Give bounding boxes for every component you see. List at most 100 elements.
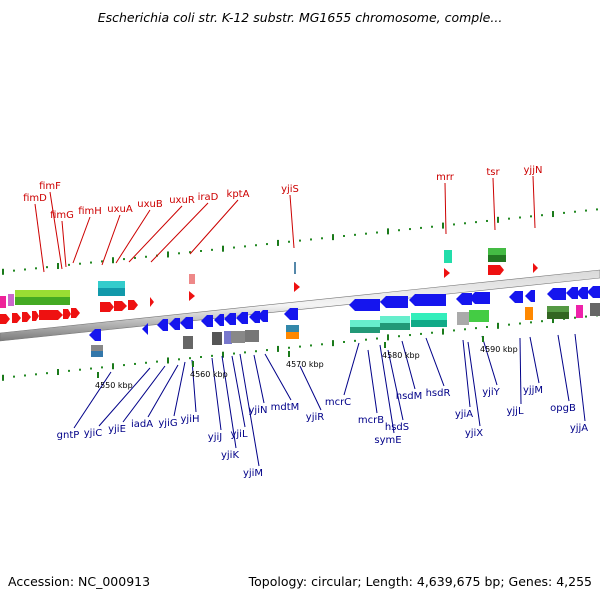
gene-label-yjiM[interactable]: yjiM	[243, 468, 263, 479]
gene-label-yjiS[interactable]: yjiS	[281, 184, 299, 195]
scale-tick	[266, 349, 268, 352]
gene-label-yjiC[interactable]: yjiC	[84, 428, 102, 439]
gene-label-yjjL[interactable]: yjjL	[506, 406, 523, 417]
scale-tick	[486, 219, 488, 222]
gene-arrow-reverse	[89, 329, 101, 341]
scale-tick	[299, 345, 301, 348]
gene-arrow-forward	[32, 311, 39, 321]
gene-label-yjiL[interactable]: yjiL	[230, 429, 247, 440]
gene-label-iadA[interactable]: iadA	[131, 419, 153, 430]
gene-label-yjiR[interactable]: yjiR	[306, 412, 324, 423]
scale-tick	[376, 337, 378, 340]
scale-tick	[464, 222, 466, 225]
scale-tick	[541, 320, 543, 323]
gene-label-mcrB[interactable]: mcrB	[358, 415, 384, 426]
gene-label-gntP[interactable]: gntP	[57, 430, 80, 441]
gene-label-iraD[interactable]: iraD	[198, 192, 219, 203]
gene-label-yjjA[interactable]: yjjA	[570, 423, 588, 434]
gene-arrow-reverse	[349, 299, 380, 311]
gene-label-yjiX[interactable]: yjiX	[465, 428, 483, 439]
scale-tick	[288, 240, 290, 243]
gene-arrow-forward	[63, 309, 71, 319]
reverse-strand-features[interactable]	[89, 286, 600, 341]
gene-label-uxuB[interactable]: uxuB	[137, 199, 163, 210]
gene-label-kptA[interactable]: kptA	[227, 189, 250, 200]
scale-tick	[123, 258, 125, 261]
scale-tick	[233, 246, 235, 249]
gene-label-yjjM[interactable]: yjjM	[523, 385, 543, 396]
gene-arrow-forward	[488, 265, 504, 275]
scale-tick	[519, 322, 521, 325]
scale-tick	[343, 234, 345, 237]
gene-label-yjiK[interactable]: yjiK	[221, 450, 239, 461]
gene-arrow-forward	[71, 308, 80, 318]
gene-label-hsdM[interactable]: hsdM	[396, 391, 423, 402]
gene-label-mdtM[interactable]: mdtM	[271, 402, 300, 413]
gene-label-yjiA[interactable]: yjiA	[455, 409, 473, 420]
gene-label-yjjN[interactable]: yjjN	[524, 165, 543, 176]
gene-label-yjiY[interactable]: yjiY	[482, 387, 500, 398]
scale-tick	[596, 208, 598, 211]
reverse-color-blocks	[91, 303, 600, 357]
gene-label-fimF[interactable]: fimF	[39, 181, 61, 192]
scale-tick	[442, 328, 444, 335]
gene-label-hsdR[interactable]: hsdR	[426, 388, 451, 399]
scale-tick	[145, 361, 147, 364]
gene-arrow-forward	[100, 302, 114, 312]
gene-label-fimD[interactable]: fimD	[23, 193, 47, 204]
scale-label: 4560 kbp	[190, 370, 228, 379]
gene-label-mcrC[interactable]: mcrC	[325, 397, 351, 408]
gene-arrow-reverse	[509, 291, 523, 303]
gene-label-fimH[interactable]: fimH	[78, 206, 102, 217]
scale-tick	[376, 231, 378, 234]
scale-tick	[585, 209, 587, 212]
scale-track-lower	[2, 314, 598, 381]
scale-labels: 4550 kbp 4560 kbp 4570 kbp 4580 kbp 4590 kbp	[95, 336, 518, 390]
gene-arrow-reverse	[201, 315, 213, 327]
scale-tick	[200, 250, 202, 252]
gene-label-uxuR[interactable]: uxuR	[169, 195, 195, 206]
gene-label-symE[interactable]: symE	[374, 435, 401, 446]
scale-tick	[277, 239, 279, 246]
gene-label-yjiH[interactable]: yjiH	[181, 414, 200, 425]
scale-tick	[508, 217, 510, 220]
scale-tick	[541, 214, 543, 217]
scale-tick	[13, 375, 15, 378]
scale-tick	[299, 239, 301, 242]
scale-tick	[79, 368, 81, 371]
gene-label-yjiE[interactable]: yjiE	[108, 424, 126, 435]
gene-arrow-reverse	[409, 294, 446, 306]
gene-label-opgB[interactable]: opgB	[550, 403, 576, 414]
gene-label-hsdS[interactable]: hsdS	[385, 422, 409, 433]
scale-tick	[46, 266, 48, 269]
scale-tick	[200, 356, 202, 358]
chromosome-backbone[interactable]	[0, 269, 600, 342]
scale-tick	[464, 328, 466, 331]
scale-tick	[409, 228, 411, 231]
gene-label-yjiJ[interactable]: yjiJ	[208, 432, 222, 443]
forward-strand-features[interactable]	[0, 263, 538, 324]
gene-arrow-reverse	[249, 311, 260, 323]
scale-tick	[68, 369, 70, 372]
gene-label-fimG[interactable]: fimG	[50, 210, 74, 221]
scale-tick	[68, 263, 70, 266]
scale-tick	[552, 317, 554, 324]
gene-label-tsr[interactable]: tsr	[486, 167, 500, 178]
gene-arrow-forward	[0, 314, 10, 324]
gene-arrow-reverse	[456, 293, 472, 305]
scale-tick	[35, 267, 37, 270]
gene-label-yjiG[interactable]: yjiG	[158, 418, 177, 429]
gene-label-uxuA[interactable]: uxuA	[107, 204, 133, 215]
scale-tick	[24, 374, 26, 377]
scale-tick	[387, 228, 389, 235]
gene-arrow-forward	[12, 313, 21, 323]
scale-tick	[508, 323, 510, 326]
gene-label-mrr[interactable]: mrr	[436, 172, 455, 183]
gene-arrow-reverse	[469, 292, 490, 304]
scale-tick	[178, 252, 180, 255]
scale-tick	[79, 262, 81, 265]
gene-label-yjiN[interactable]: yjiN	[249, 405, 268, 416]
scale-tick	[585, 315, 587, 318]
